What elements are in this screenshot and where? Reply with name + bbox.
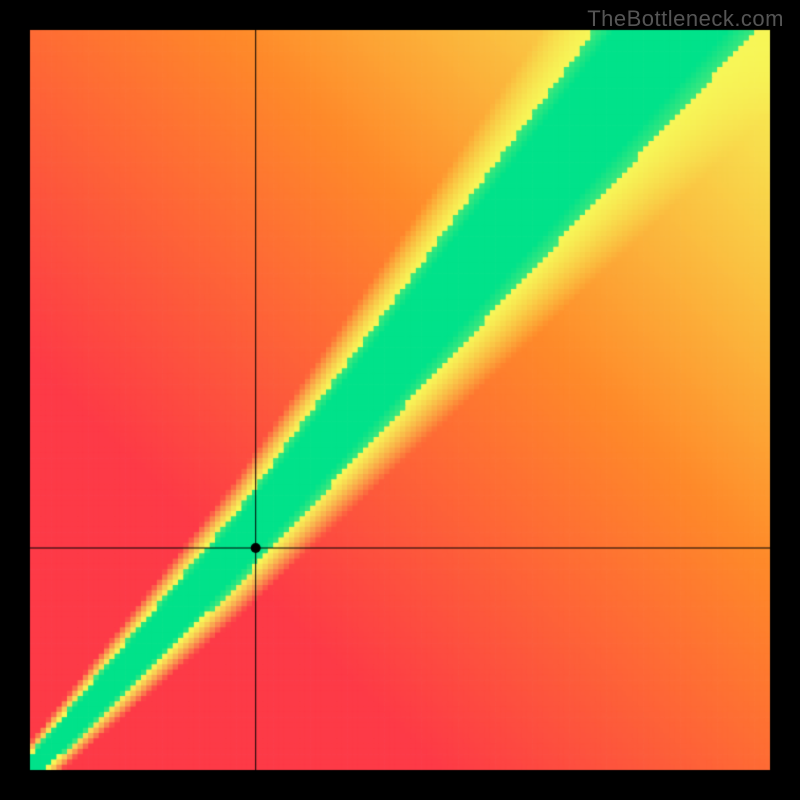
- heatmap-canvas: [0, 0, 800, 800]
- watermark-text: TheBottleneck.com: [587, 6, 784, 32]
- chart-container: TheBottleneck.com: [0, 0, 800, 800]
